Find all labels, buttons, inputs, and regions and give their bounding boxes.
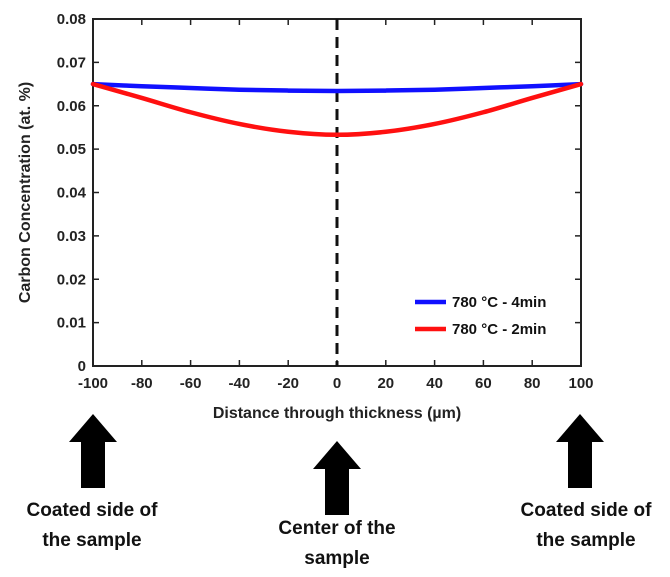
x-tick-label: -40: [229, 375, 251, 392]
y-tick-label: 0.07: [57, 54, 86, 71]
y-tick-label: 0.01: [57, 315, 86, 332]
y-axis-ticks: 0 0.01 0.02 0.03 0.04 0.05 0.06 0.07 0.08: [57, 11, 581, 375]
x-tick-label: 40: [426, 375, 443, 392]
y-axis-label: Carbon Concentration (at. %): [17, 82, 34, 303]
legend: 780 °C - 4min 780 °C - 2min: [415, 294, 546, 338]
x-tick-label: 60: [475, 375, 492, 392]
series-layer: [90, 81, 584, 138]
legend-label-1: 780 °C - 4min: [452, 294, 546, 311]
up-arrow-icon: [556, 414, 604, 488]
annotations: Coated side of the sample Center of the sam…: [27, 414, 653, 569]
x-tick-label: 100: [568, 375, 593, 392]
x-tick-label: -100: [78, 375, 108, 392]
annotation-text: Coated side of: [521, 500, 653, 521]
x-tick-label: 0: [333, 375, 341, 392]
x-axis-ticks: -100 -80 -60 -40 -20 0 20 40 60 80 100: [78, 19, 594, 392]
x-tick-label: -80: [131, 375, 153, 392]
annotation-text: the sample: [42, 530, 141, 551]
x-tick-label: 80: [524, 375, 541, 392]
annotation-text: Coated side of: [27, 500, 159, 521]
y-tick-label: 0.08: [57, 11, 86, 28]
x-tick-label: -20: [277, 375, 299, 392]
y-tick-label: 0.06: [57, 98, 86, 115]
x-tick-label: 20: [377, 375, 394, 392]
series-line-2: [90, 81, 584, 138]
up-arrow-icon: [313, 441, 361, 515]
series-line-1: [90, 81, 584, 94]
y-tick-label: 0.04: [57, 185, 87, 202]
x-axis-label: Distance through thickness (µm): [213, 405, 461, 422]
up-arrow-icon: [69, 414, 117, 488]
legend-label-2: 780 °C - 2min: [452, 321, 546, 338]
annotation-text: the sample: [536, 530, 635, 551]
annotation-text: Center of the: [278, 518, 395, 539]
annotation-text: sample: [304, 548, 369, 569]
y-tick-label: 0.02: [57, 271, 86, 288]
x-tick-label: -60: [180, 375, 202, 392]
y-tick-label: 0.05: [57, 141, 86, 158]
y-tick-label: 0: [78, 358, 86, 375]
y-tick-label: 0.03: [57, 228, 86, 245]
